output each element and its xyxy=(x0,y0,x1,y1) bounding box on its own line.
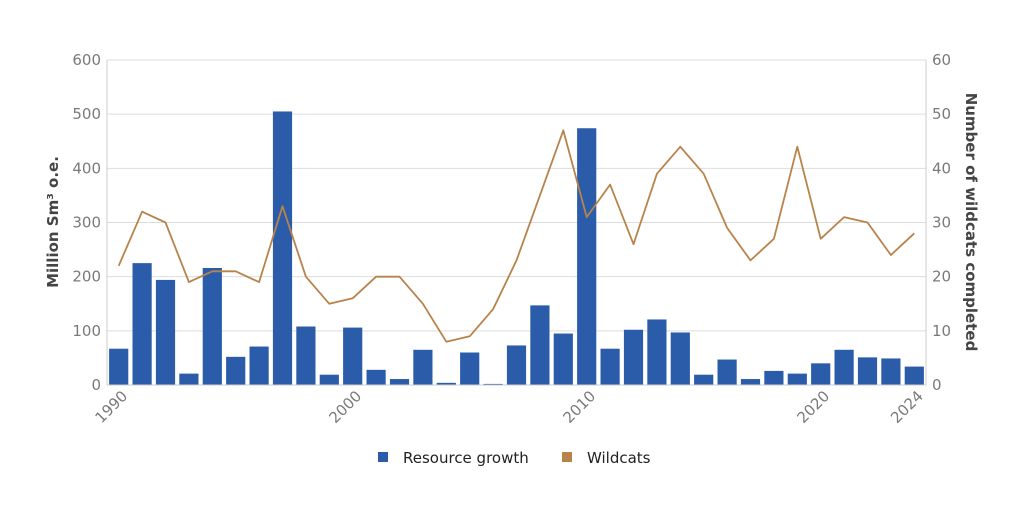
legend-swatch-wildcats xyxy=(562,452,572,462)
bar-resource-growth xyxy=(109,348,129,385)
bar-resource-growth xyxy=(179,373,199,385)
bar-resource-growth xyxy=(483,383,503,385)
bar-resource-growth xyxy=(249,346,269,385)
y-tick-label: 200 xyxy=(72,268,101,286)
bar-resource-growth xyxy=(343,327,363,385)
grid-layer xyxy=(107,59,926,386)
bar-resource-growth xyxy=(296,326,316,385)
legend-label-resource-growth: Resource growth xyxy=(403,449,529,467)
bar-resource-growth xyxy=(155,279,176,385)
line-wildcats xyxy=(117,129,915,343)
y2-tick-label: 0 xyxy=(932,376,942,394)
axis-layer xyxy=(106,60,927,386)
bar-resource-growth xyxy=(530,305,550,385)
bar-resource-growth xyxy=(834,349,854,385)
legend-swatch-resource-growth xyxy=(378,452,388,462)
x-tick-label: 2024 xyxy=(887,387,927,427)
bar-resource-growth xyxy=(623,329,644,385)
y2-tick-label: 10 xyxy=(932,322,951,340)
bar-resource-growth xyxy=(319,374,339,385)
bar-resource-growth xyxy=(717,359,737,385)
bar-resource-growth xyxy=(857,357,878,385)
y-tick-label: 0 xyxy=(91,376,101,394)
bar-resource-growth xyxy=(226,356,246,385)
y-axis-title: Million Sm³ o.e. xyxy=(44,156,62,288)
bar-resource-growth xyxy=(811,363,831,385)
bar-resource-growth xyxy=(764,370,784,385)
bar-resource-growth xyxy=(881,358,901,385)
y-tick-label: 400 xyxy=(72,159,101,177)
bar-resource-growth xyxy=(600,348,620,385)
bar-layer xyxy=(109,111,924,385)
y-tick-label: 300 xyxy=(72,214,101,232)
bar-resource-growth xyxy=(904,366,924,385)
bar-resource-growth xyxy=(670,332,690,385)
bar-resource-growth xyxy=(694,374,714,385)
y2-tick-label: 20 xyxy=(932,268,951,286)
y2-tick-label: 60 xyxy=(932,51,951,69)
legend: Resource growth Wildcats xyxy=(378,449,651,467)
y-tick-label: 100 xyxy=(72,322,101,340)
y-tick-label: 600 xyxy=(72,51,101,69)
bar-resource-growth xyxy=(740,379,761,385)
y2-tick-label: 40 xyxy=(932,159,951,177)
bar-resource-growth xyxy=(202,268,222,385)
bar-resource-growth xyxy=(413,349,433,385)
bar-resource-growth xyxy=(506,345,527,385)
bar-resource-growth xyxy=(366,369,386,385)
bar-resource-growth xyxy=(436,382,456,385)
bar-resource-growth xyxy=(553,333,573,385)
y2-tick-label: 30 xyxy=(932,214,951,232)
y2-tick-label: 50 xyxy=(932,105,951,123)
x-tick-label: 2000 xyxy=(325,387,365,427)
bar-resource-growth xyxy=(389,379,410,385)
y2-axis-title: Number of wildcats completed xyxy=(962,93,980,352)
x-tick-label: 2020 xyxy=(793,387,833,427)
y-tick-label: 500 xyxy=(72,105,101,123)
bar-resource-growth xyxy=(787,373,807,385)
bar-resource-growth xyxy=(647,319,667,385)
line-layer xyxy=(117,129,915,343)
bar-resource-growth xyxy=(460,352,480,385)
bar-resource-growth xyxy=(577,128,597,385)
legend-label-wildcats: Wildcats xyxy=(587,449,651,467)
x-tick-label: 2010 xyxy=(559,387,599,427)
bar-resource-growth xyxy=(272,111,293,385)
bar-resource-growth xyxy=(132,263,152,385)
